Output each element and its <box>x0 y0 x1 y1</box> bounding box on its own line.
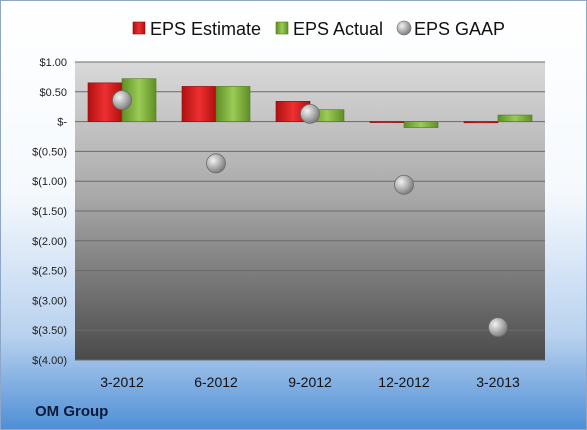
legend-label: EPS GAAP <box>414 19 505 39</box>
y-tick-label: $0.50 <box>39 87 67 99</box>
y-tick-label: $(3.00) <box>32 295 67 307</box>
x-tick-labels: 3-2012 6-2012 9-2012 12-2012 3-2013 <box>100 374 520 390</box>
company-name: OM Group <box>35 403 109 420</box>
x-tick-label: 9-2012 <box>288 374 332 390</box>
x-tick-label: 3-2012 <box>100 374 144 390</box>
bar-eps-actual <box>403 121 439 128</box>
y-tick-label: $(2.50) <box>32 266 67 278</box>
bar-eps-actual <box>215 86 251 122</box>
x-tick-label: 6-2012 <box>194 374 238 390</box>
y-tick-label: $1.00 <box>39 57 67 69</box>
y-tick-label: $(0.50) <box>32 146 67 158</box>
bar-eps-actual <box>497 114 533 122</box>
bar-eps-estimate <box>181 86 217 122</box>
bar-eps-estimate <box>463 121 499 124</box>
y-tick-label: $(1.00) <box>32 176 67 188</box>
y-tick-label: $(1.50) <box>32 206 67 218</box>
legend-label: EPS Estimate <box>150 19 261 39</box>
legend-swatch <box>275 21 289 35</box>
x-tick-label: 3-2013 <box>476 374 520 390</box>
y-tick-labels: $1.00 $0.50 $- $(0.50) $(1.00) $(1.50) $(2.00)… <box>32 57 67 367</box>
bar-eps-estimate <box>369 121 405 123</box>
y-tick-label: $- <box>57 117 67 129</box>
gaap-point <box>488 317 508 338</box>
legend-swatch <box>396 20 412 36</box>
legend-label: EPS Actual <box>293 19 383 39</box>
y-tick-label: $(4.00) <box>32 355 67 367</box>
legend: EPS Estimate EPS Actual EPS GAAP <box>132 19 505 39</box>
gaap-point <box>206 153 226 174</box>
legend-swatch <box>132 21 146 35</box>
gaap-point <box>394 174 414 195</box>
y-tick-label: $(3.50) <box>32 325 67 337</box>
y-tick-label: $(2.00) <box>32 236 67 248</box>
gaap-point <box>300 103 320 124</box>
gaap-markers <box>112 90 508 338</box>
gaap-point <box>112 90 132 111</box>
x-tick-label: 12-2012 <box>378 374 430 390</box>
